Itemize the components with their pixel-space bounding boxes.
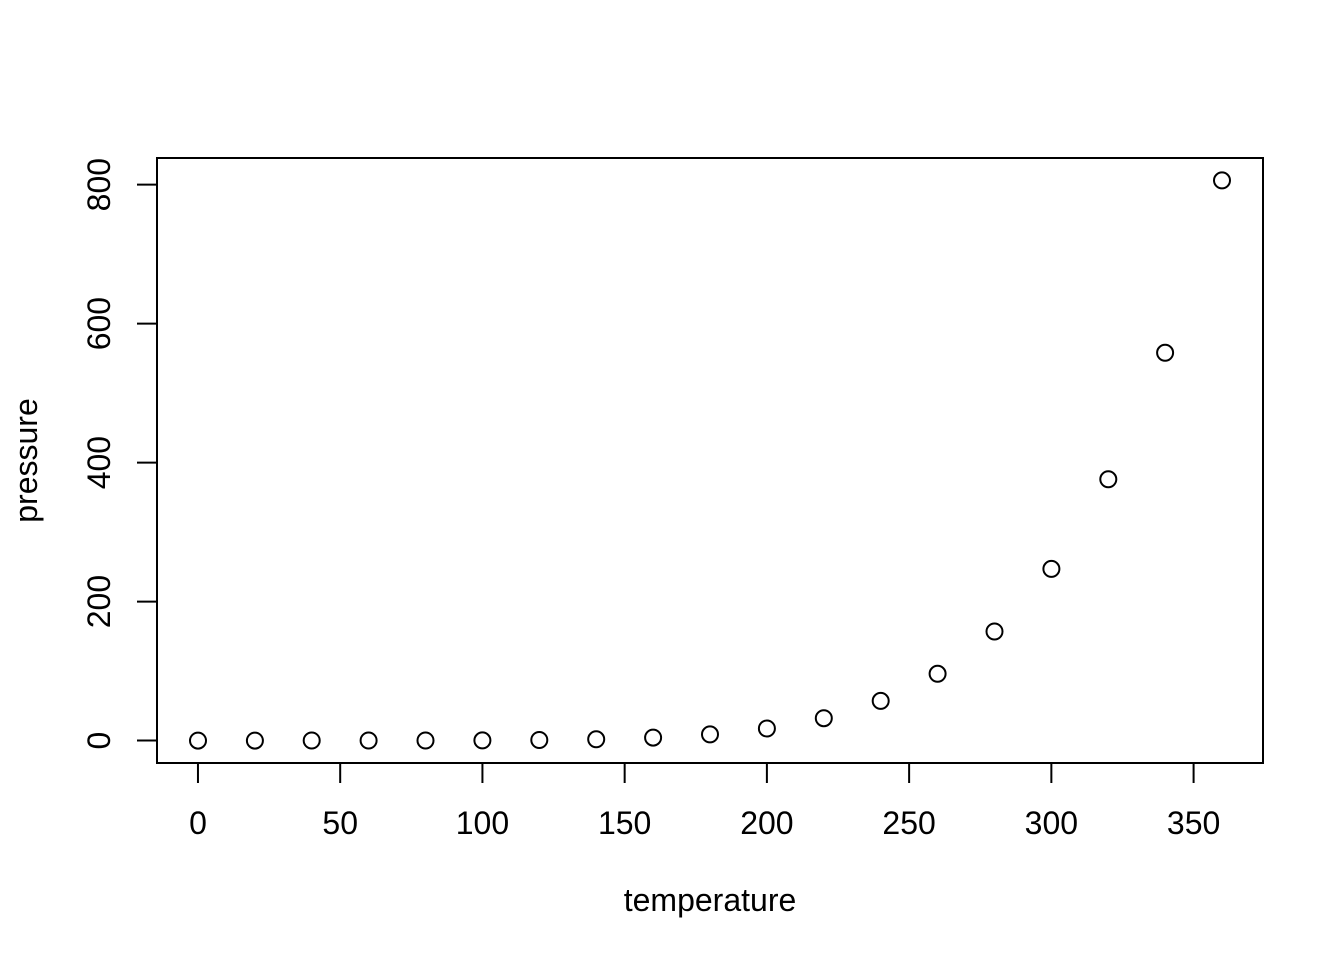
x-tick-label: 200 [740, 805, 793, 841]
y-axis-title: pressure [8, 398, 44, 523]
y-tick-label: 0 [81, 732, 117, 750]
x-tick-label: 50 [322, 805, 358, 841]
data-point [416, 731, 435, 750]
y-tick-label: 200 [81, 575, 117, 628]
data-point [701, 725, 719, 744]
data-point [1099, 470, 1118, 489]
x-axis: 0 50 100 150 200 250 300 350 [189, 763, 1220, 841]
plot-box [156, 157, 1264, 764]
data-point [757, 719, 776, 738]
data-point [1042, 559, 1061, 578]
data-point [587, 730, 606, 749]
data-point [473, 731, 492, 750]
data-point [1213, 171, 1231, 190]
y-tick-label: 800 [81, 158, 117, 211]
data-point [928, 664, 947, 683]
y-axis: 0 200 400 600 800 [81, 158, 157, 750]
data-point [189, 731, 207, 750]
y-tick-label: 400 [81, 436, 117, 489]
x-tick-label: 300 [1025, 805, 1078, 841]
y-tick-label: 600 [81, 297, 117, 350]
x-tick-label: 250 [882, 805, 935, 841]
data-point [359, 731, 378, 750]
data-point [871, 691, 890, 710]
data-point [814, 709, 833, 728]
data-point [985, 622, 1004, 641]
data-points [189, 171, 1231, 750]
data-point [530, 731, 549, 749]
data-point [302, 731, 321, 750]
x-tick-label: 350 [1167, 805, 1220, 841]
data-point [644, 728, 663, 747]
data-point [1156, 343, 1175, 362]
x-tick-label: 0 [189, 805, 207, 841]
x-tick-label: 150 [598, 805, 651, 841]
data-point [245, 731, 264, 750]
x-tick-label: 100 [456, 805, 509, 841]
x-axis-title: temperature [624, 882, 797, 918]
